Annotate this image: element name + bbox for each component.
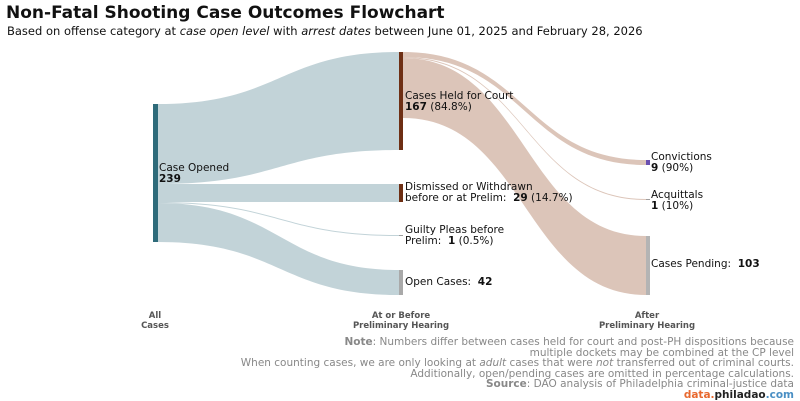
label-acquittals: Acquittals 1 (10%) <box>651 189 704 212</box>
label-dismissed: Dismissed or Withdrawn before or at Prel… <box>405 181 573 204</box>
flow-held-to-convictions <box>403 52 646 165</box>
flow-opened-to-open <box>158 203 399 295</box>
flow-opened-to-dismissed <box>158 184 399 202</box>
label-case-opened: Case Opened 239 <box>159 162 230 185</box>
column-label-after-prelim: After Preliminary Hearing <box>598 311 696 331</box>
label-open-cases: Open Cases: 42 <box>405 276 493 288</box>
chart-subtitle: Based on offense category at case open l… <box>7 24 643 38</box>
node-open-cases <box>399 270 403 295</box>
node-held-for-court <box>399 52 403 150</box>
label-convictions: Convictions 9 (90%) <box>651 151 712 174</box>
label-cases-pending: Cases Pending: 103 <box>651 258 760 270</box>
node-cases-pending <box>646 236 650 295</box>
chart-title: Non-Fatal Shooting Case Outcomes Flowcha… <box>6 3 445 23</box>
node-convictions <box>646 160 650 165</box>
column-label-all-cases: All Cases <box>141 311 169 331</box>
footnote: Note: Numbers differ between cases held … <box>240 336 794 401</box>
node-case-opened <box>153 104 158 242</box>
label-guilty-pleas: Guilty Pleas before Prelim: 1 (0.5%) <box>405 224 505 247</box>
flow-opened-to-pleas <box>158 202 399 236</box>
brand-logo: data.philadao.com <box>683 388 794 401</box>
flow-held-to-acquittals <box>403 57 646 200</box>
node-acquittals <box>646 199 650 200</box>
flow-held-to-pending <box>403 58 646 295</box>
label-held-for-court: Cases Held for Court 167 (84.8%) <box>405 90 514 113</box>
node-dismissed <box>399 184 403 202</box>
column-label-at-prelim: At or Before Preliminary Hearing <box>352 311 450 331</box>
node-guilty-pleas <box>399 235 403 236</box>
flow-opened-to-held <box>158 52 399 184</box>
